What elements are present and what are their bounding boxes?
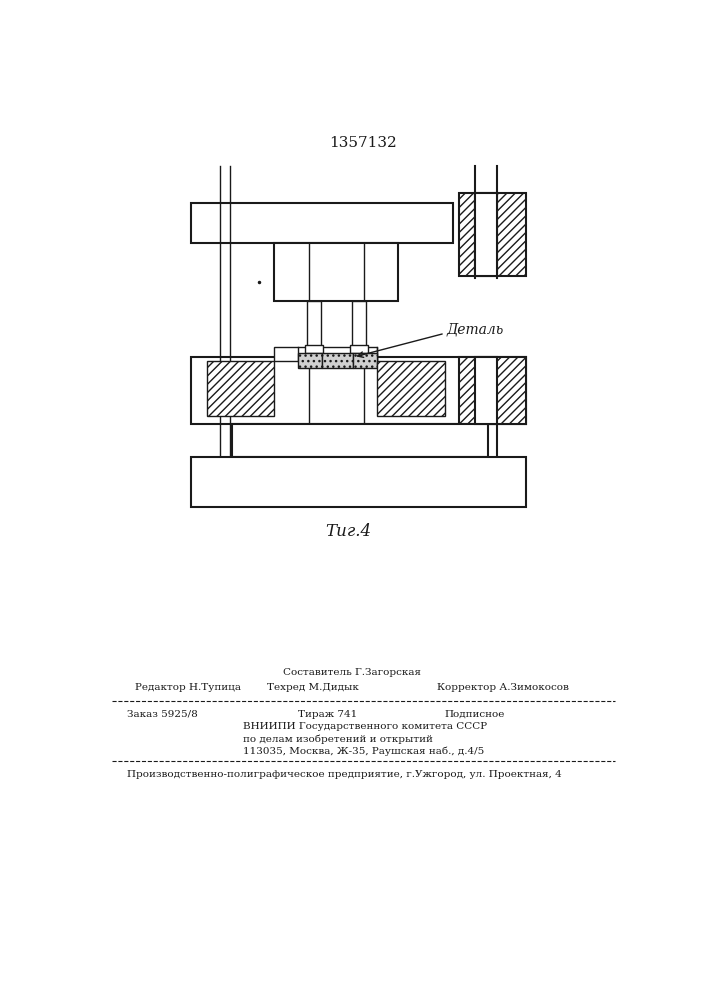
Text: 113035, Москва, Ж-35, Раушская наб., д.4/5: 113035, Москва, Ж-35, Раушская наб., д.4… — [243, 747, 484, 756]
Text: ВНИИПИ Государственного комитета СССР: ВНИИПИ Государственного комитета СССР — [243, 722, 488, 731]
Text: Составитель Г.Загорская: Составитель Г.Загорская — [283, 668, 421, 677]
Text: Подписное: Подписное — [445, 710, 506, 719]
Bar — [307, 301, 321, 347]
Bar — [232, 424, 488, 457]
Text: Корректор А.Зимокосов: Корректор А.Зимокосов — [437, 683, 569, 692]
Bar — [349, 345, 368, 353]
Bar — [191, 457, 526, 507]
Bar — [459, 357, 526, 424]
Bar — [191, 357, 526, 424]
Text: Редактор Н.Тупица: Редактор Н.Тупица — [135, 683, 241, 692]
Text: Заказ 5925/8: Заказ 5925/8 — [127, 710, 198, 719]
Text: по делам изобретений и открытий: по делам изобретений и открытий — [243, 734, 433, 744]
Bar — [207, 361, 274, 416]
Text: Деталь: Деталь — [446, 322, 503, 336]
Text: 1357132: 1357132 — [329, 136, 397, 150]
Bar — [354, 353, 377, 368]
Bar — [475, 193, 497, 276]
Text: Техред М.Дидык: Техред М.Дидык — [267, 683, 358, 692]
Bar — [378, 361, 445, 416]
Text: Τиг.4: Τиг.4 — [325, 523, 371, 540]
Bar — [322, 353, 354, 368]
Bar — [298, 353, 322, 368]
Text: Производственно-полиграфическое предприятие, г.Ужгород, ул. Проектная, 4: Производственно-полиграфическое предприя… — [127, 770, 562, 779]
Bar — [475, 357, 497, 424]
Bar — [459, 193, 526, 276]
Bar — [274, 347, 378, 361]
Bar — [352, 301, 366, 347]
Bar — [274, 243, 398, 301]
Bar — [305, 345, 323, 353]
Bar — [191, 203, 452, 243]
Text: Тираж 741: Тираж 741 — [298, 710, 357, 719]
